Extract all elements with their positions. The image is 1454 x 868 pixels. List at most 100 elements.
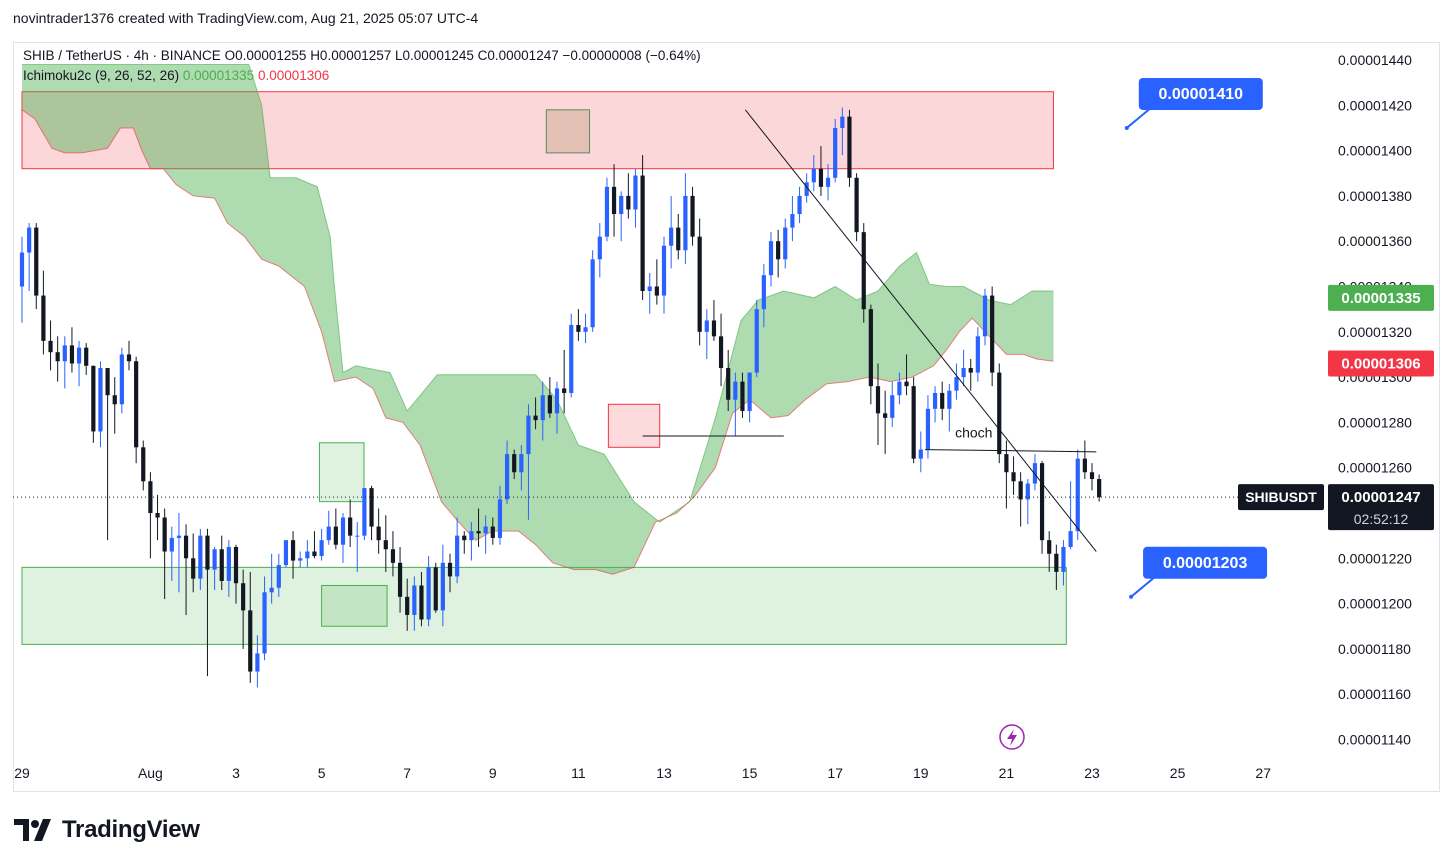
candle bbox=[554, 381, 560, 434]
candle bbox=[597, 223, 602, 278]
candle-body bbox=[355, 535, 360, 537]
candle-body bbox=[512, 454, 517, 473]
callout-text: 0.00001203 bbox=[1163, 555, 1248, 572]
candle-body bbox=[476, 531, 481, 534]
tan-box[interactable] bbox=[545, 109, 591, 154]
candle bbox=[633, 168, 638, 228]
candle bbox=[740, 372, 745, 418]
last-price-tag-bg bbox=[1328, 484, 1434, 531]
callout-leader bbox=[1130, 576, 1156, 598]
trendline[interactable] bbox=[925, 449, 1097, 453]
candle-body bbox=[141, 447, 146, 482]
candle bbox=[647, 272, 652, 314]
trendline[interactable] bbox=[744, 109, 1097, 552]
symbol-tag[interactable]: SHIBUSDT bbox=[1238, 484, 1324, 511]
candle-body bbox=[134, 361, 139, 448]
candle bbox=[198, 528, 203, 591]
green-box[interactable] bbox=[321, 584, 388, 627]
candle-body bbox=[419, 585, 424, 620]
candle bbox=[669, 195, 674, 269]
x-tick-label: 21 bbox=[999, 765, 1015, 781]
candle bbox=[818, 146, 824, 196]
ichimoku-b-price-tag[interactable]: 0.00001306 bbox=[1328, 350, 1434, 377]
candle-body bbox=[76, 347, 82, 364]
chart-legend: SHIB / TetherUS · 4h · BINANCE O0.000012… bbox=[23, 46, 701, 86]
candle bbox=[326, 510, 331, 545]
candle bbox=[562, 349, 567, 414]
candle-body bbox=[55, 352, 60, 362]
candle-body bbox=[126, 354, 132, 362]
attribution-text: novintrader1376 created with TradingView… bbox=[13, 10, 479, 26]
candle-body bbox=[754, 309, 759, 373]
red-box[interactable] bbox=[607, 403, 661, 448]
candle bbox=[847, 109, 852, 187]
footer-brand[interactable]: TradingView bbox=[14, 816, 200, 844]
candle bbox=[533, 397, 538, 430]
candle bbox=[269, 553, 274, 604]
candle bbox=[918, 431, 923, 473]
y-axis: 0.00001440 0.00001420 0.00001400 0.00001380… bbox=[1338, 52, 1412, 748]
candle-body bbox=[205, 535, 210, 570]
lightning-icon[interactable] bbox=[999, 724, 1025, 750]
candle-body bbox=[162, 517, 167, 552]
candle-body bbox=[84, 347, 89, 366]
candle-body bbox=[1011, 472, 1016, 482]
candle bbox=[904, 354, 909, 396]
red-zone[interactable] bbox=[21, 91, 1054, 170]
candle bbox=[661, 236, 667, 314]
y-tick-label: 0.00001160 bbox=[1338, 686, 1411, 702]
candle bbox=[397, 546, 403, 613]
candle bbox=[583, 313, 588, 344]
candle bbox=[997, 363, 1002, 464]
candle-body bbox=[433, 567, 438, 611]
candle-body bbox=[376, 526, 381, 541]
x-tick-label: 5 bbox=[318, 765, 326, 781]
symbol-line[interactable]: SHIB / TetherUS · 4h · BINANCE bbox=[23, 48, 221, 63]
candle-body bbox=[833, 127, 838, 178]
candle-body bbox=[483, 526, 488, 534]
candle bbox=[504, 440, 510, 504]
candle-body bbox=[990, 295, 995, 373]
candle bbox=[48, 320, 53, 371]
candle-body bbox=[776, 241, 781, 260]
candle-body bbox=[783, 227, 788, 260]
candle-body bbox=[982, 295, 988, 337]
candle-body bbox=[219, 549, 224, 581]
candle-body bbox=[875, 386, 881, 414]
candle bbox=[975, 327, 980, 382]
x-tick-label: 15 bbox=[742, 765, 758, 781]
candle-body bbox=[840, 116, 845, 128]
y-tick-label: 0.00001380 bbox=[1338, 188, 1412, 204]
ichimoku-b-price-tag-text: 0.00001306 bbox=[1341, 356, 1420, 373]
price-callout[interactable]: 0.00001410 bbox=[1124, 77, 1263, 130]
x-tick-label: 3 bbox=[232, 765, 240, 781]
green-box[interactable] bbox=[318, 442, 365, 503]
candle-body bbox=[954, 377, 959, 391]
candle bbox=[783, 218, 788, 269]
candle-body bbox=[119, 354, 124, 405]
indicator-name[interactable]: Ichimoku2c (9, 26, 52, 26) bbox=[23, 68, 180, 83]
candle bbox=[718, 313, 724, 387]
candle-body bbox=[41, 295, 46, 341]
candle-body bbox=[918, 449, 923, 459]
candle bbox=[98, 361, 103, 448]
last-price-tag[interactable]: 0.00001247 02:52:12 bbox=[1328, 484, 1434, 531]
candle-body bbox=[1068, 531, 1073, 547]
candle bbox=[776, 229, 781, 278]
candle-body bbox=[811, 168, 816, 183]
candle-body bbox=[69, 345, 75, 364]
candle bbox=[226, 540, 231, 597]
candle bbox=[112, 377, 117, 434]
candle-body bbox=[932, 392, 938, 409]
price-callout[interactable]: 0.00001203 bbox=[1129, 546, 1268, 599]
green-zone[interactable] bbox=[21, 566, 1067, 645]
ichimoku-a-price-tag[interactable]: 0.00001335 bbox=[1328, 284, 1434, 311]
ichimoku-b-price-tag-bg bbox=[1328, 350, 1434, 377]
candle bbox=[105, 368, 110, 541]
candle bbox=[576, 309, 581, 341]
candle bbox=[990, 286, 995, 387]
x-tick-label: Aug bbox=[138, 765, 163, 781]
trendlines-layer: choch bbox=[642, 109, 1097, 552]
candle bbox=[169, 526, 174, 581]
